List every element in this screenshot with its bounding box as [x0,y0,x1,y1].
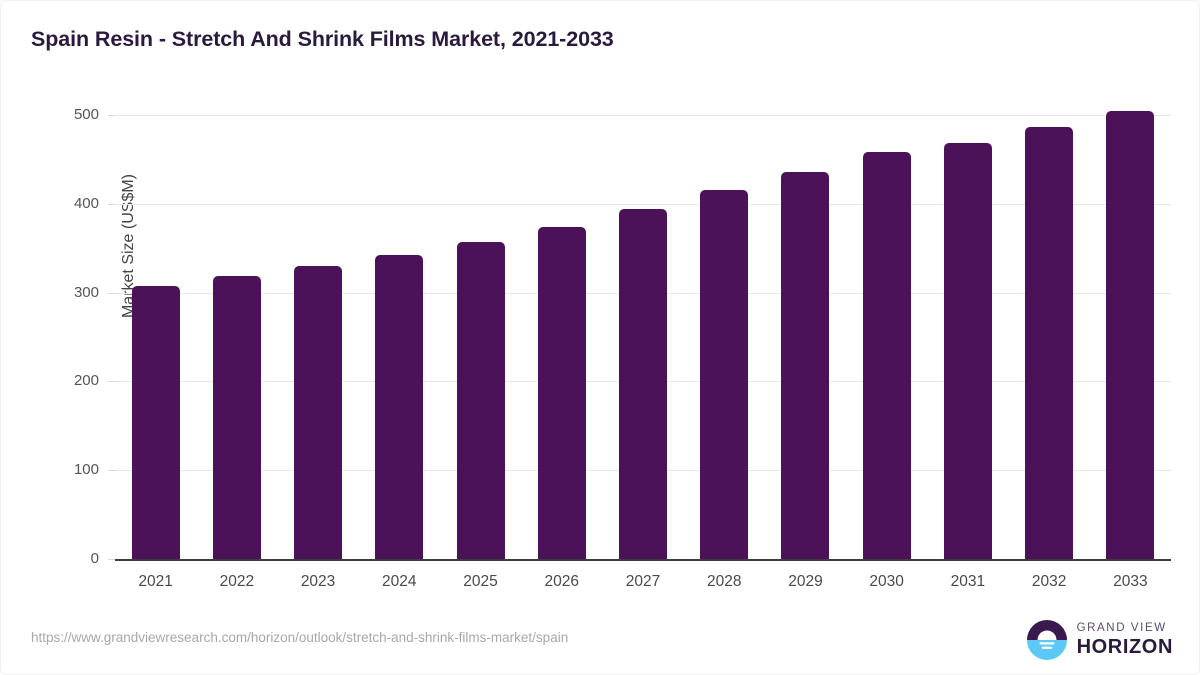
bar[interactable] [619,209,667,559]
bar[interactable] [781,171,830,559]
x-axis-tick-label: 2030 [869,573,904,590]
x-axis-tick-label: 2026 [544,573,579,590]
y-axis-tick-label: 500 [73,106,99,123]
x-axis-tick-label: 2033 [1113,573,1148,590]
bar[interactable] [131,286,180,559]
bar[interactable] [375,255,424,559]
y-axis-tick-label: 0 [90,550,99,567]
y-tick-mark [108,470,115,472]
bar[interactable] [537,226,586,559]
bar[interactable] [294,265,343,559]
bar[interactable] [862,152,911,559]
bar[interactable] [456,241,505,559]
x-axis-tick-label: 2021 [138,573,173,590]
x-axis-tick-label: 2022 [219,573,255,590]
x-axis-tick-label: 2028 [706,573,742,590]
page-title: Spain Resin - Stretch And Shrink Films M… [31,27,614,51]
logo-wordmark: GRAND VIEW HORIZON [1077,623,1173,657]
x-axis-tick-label: 2029 [788,573,823,590]
gridline [115,203,1171,205]
logo-text-bottom: HORIZON [1076,635,1173,658]
source-url[interactable]: https://www.grandviewresearch.com/horizo… [31,630,569,645]
y-axis-tick-label: 200 [73,372,99,390]
x-axis-tick-label: 2032 [1031,573,1067,590]
brand-logo[interactable]: GRAND VIEW HORIZON [1026,619,1173,661]
x-axis-tick-label: 2025 [463,573,498,590]
x-axis-tick-label: 2023 [300,573,336,590]
y-tick-mark [108,559,115,560]
y-axis-tick-label: 300 [73,283,99,301]
x-axis-tick-label: 2031 [950,573,986,590]
y-tick-mark [108,115,115,116]
y-tick-mark [108,292,115,294]
bar[interactable] [1106,110,1155,559]
x-axis-tick-label: 2027 [625,573,661,590]
y-tick-mark [108,381,115,383]
y-tick-mark [108,203,115,205]
bar[interactable] [700,190,749,559]
horizon-logo-icon [1026,620,1067,660]
x-axis-tick-label: 2024 [382,573,417,590]
logo-text-top: GRAND VIEW [1076,622,1167,635]
x-axis-line [115,559,1171,561]
bar[interactable] [212,275,261,559]
y-axis-tick-label: 100 [73,461,99,479]
gridline [115,115,1171,116]
y-axis-tick-label: 400 [73,194,99,212]
bar[interactable] [1025,126,1074,559]
bar[interactable] [943,142,992,559]
plot-area [108,110,1171,560]
